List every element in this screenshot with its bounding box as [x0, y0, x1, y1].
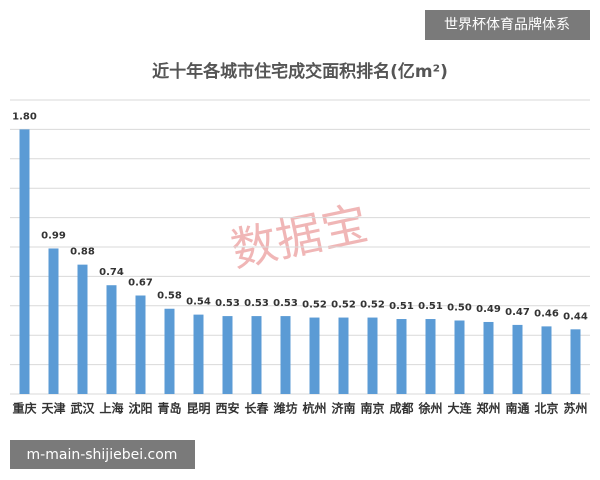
- bar: [512, 324, 523, 394]
- value-label: 0.52: [331, 300, 356, 311]
- x-tick-label: 徐州: [417, 401, 442, 416]
- value-label: 0.51: [389, 301, 414, 312]
- chart-title: 近十年各城市住宅成交面积排名(亿m²): [152, 61, 448, 82]
- value-label: 0.67: [128, 278, 153, 289]
- bar: [19, 129, 30, 394]
- value-label: 0.54: [186, 297, 211, 308]
- value-label: 0.49: [476, 304, 501, 315]
- value-label: 0.51: [418, 301, 443, 312]
- x-tick-label: 重庆: [12, 401, 36, 416]
- x-tick-label: 大连: [447, 401, 472, 416]
- bar: [48, 248, 59, 394]
- value-label: 0.53: [215, 298, 240, 309]
- bar: [367, 317, 378, 394]
- value-label: 0.58: [157, 291, 182, 302]
- bar: [454, 320, 465, 394]
- watermark-box: [10, 440, 195, 469]
- value-label: 0.52: [360, 300, 385, 311]
- x-tick-label: 长春: [244, 401, 269, 416]
- value-label: 0.88: [70, 247, 95, 258]
- bar: [309, 317, 320, 394]
- x-tick-label: 沈阳: [128, 401, 152, 416]
- value-label: 0.99: [41, 230, 66, 241]
- x-tick-label: 武汉: [70, 401, 95, 416]
- x-tick-label: 青岛: [157, 401, 181, 416]
- value-label: 0.52: [302, 300, 327, 311]
- bar: [135, 295, 146, 394]
- x-tick-label: 南通: [505, 401, 529, 416]
- bar: [106, 285, 117, 394]
- bar: [280, 316, 291, 394]
- x-tick-label: 昆明: [186, 402, 210, 416]
- watermark-bottom-left: m-main-shijiebei.com: [27, 447, 178, 463]
- plot: 1.80 重庆 0.99 天津 0.88 武汉 0.74 上海 0.67 沈阳 0.58 青岛 0.54…: [10, 99, 590, 416]
- x-tick-label: 成都: [389, 401, 413, 416]
- bar: [338, 317, 349, 394]
- value-label: 0.44: [563, 311, 588, 322]
- value-label: 0.50: [447, 303, 472, 314]
- x-tick-label: 上海: [99, 401, 123, 416]
- value-label: 0.74: [99, 267, 124, 278]
- value-label: 0.46: [534, 308, 559, 319]
- x-tick-label: 济南: [331, 401, 355, 416]
- x-tick-label: 潍坊: [272, 401, 297, 416]
- x-tick-label: 杭州: [302, 401, 326, 416]
- value-label: 0.53: [273, 298, 298, 309]
- bar: [570, 329, 581, 394]
- x-tick-label: 西安: [215, 401, 239, 416]
- value-label: 1.80: [12, 111, 37, 122]
- x-tick-label: 北京: [534, 401, 558, 416]
- value-label: 0.53: [244, 298, 269, 309]
- bar: [164, 308, 175, 394]
- bar: [541, 326, 552, 394]
- watermark-top-right: 世界杯体育品牌体系: [444, 16, 570, 33]
- bar: [251, 316, 262, 394]
- value-label: 0.47: [505, 307, 530, 318]
- bar: [425, 319, 436, 394]
- bar: [77, 264, 88, 394]
- x-tick-label: 苏州: [563, 401, 587, 416]
- x-tick-label: 天津: [41, 401, 65, 416]
- bar: [193, 314, 204, 394]
- bar: [222, 316, 233, 394]
- x-tick-label: 郑州: [476, 401, 500, 416]
- bar: [483, 321, 494, 394]
- x-tick-label: 南京: [360, 401, 384, 416]
- watermark-box: [425, 10, 590, 40]
- bar: [396, 319, 407, 394]
